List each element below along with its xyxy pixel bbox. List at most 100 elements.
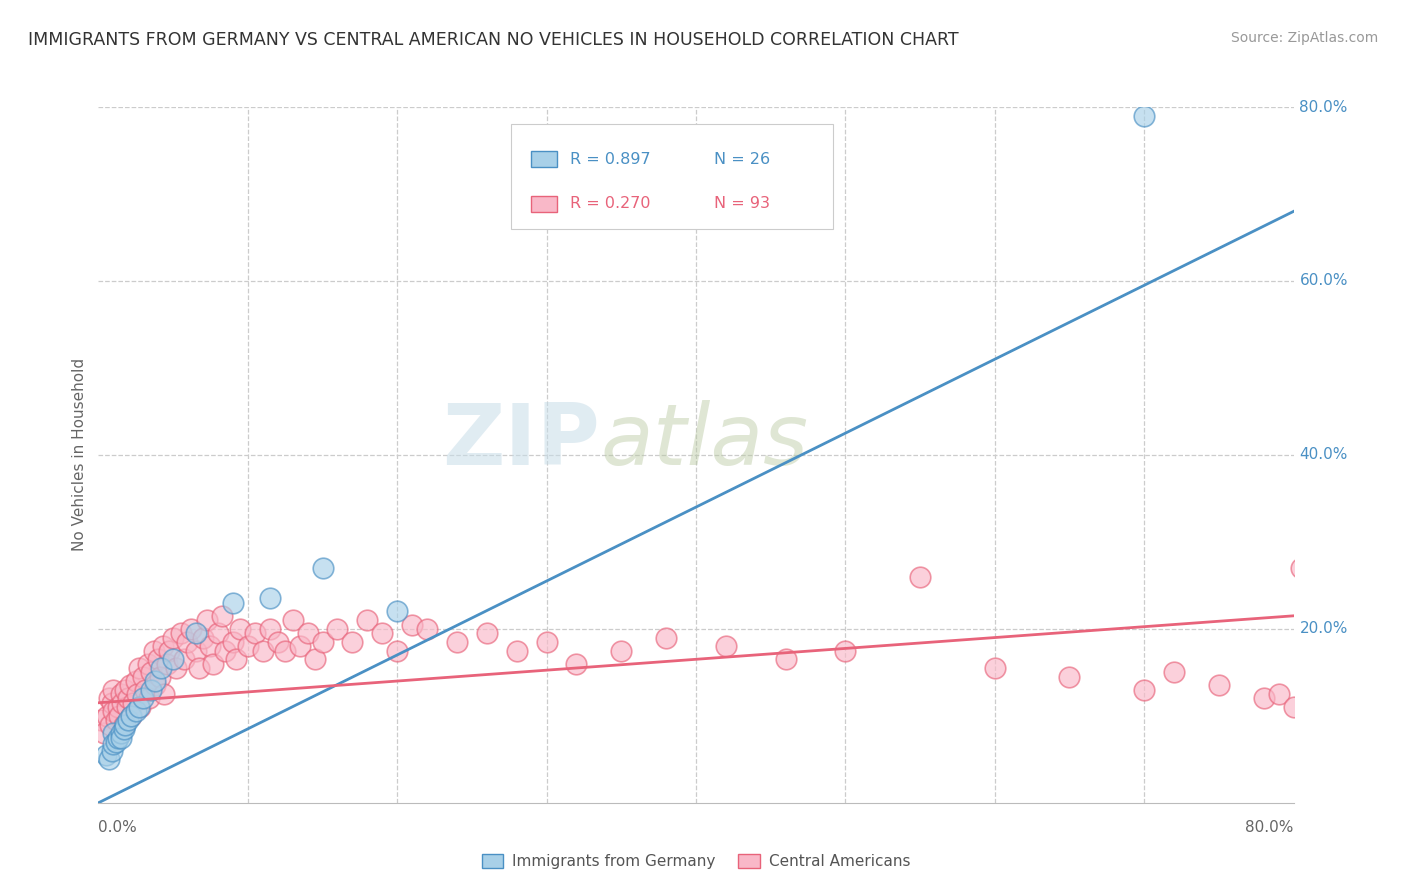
Point bbox=[1059, 670, 1081, 684]
Point bbox=[311, 561, 333, 575]
Point bbox=[115, 700, 138, 714]
Point bbox=[197, 613, 219, 627]
Point bbox=[128, 661, 150, 675]
Point bbox=[229, 622, 252, 636]
Point bbox=[129, 700, 152, 714]
Point bbox=[112, 722, 135, 736]
Point bbox=[401, 617, 423, 632]
Point bbox=[610, 643, 633, 657]
Point bbox=[1282, 700, 1305, 714]
Point bbox=[103, 682, 125, 697]
Point bbox=[475, 626, 498, 640]
Point bbox=[101, 696, 124, 710]
Text: N = 93: N = 93 bbox=[714, 196, 770, 211]
Point bbox=[176, 635, 198, 649]
Point bbox=[108, 708, 131, 723]
Point bbox=[326, 622, 349, 636]
Point bbox=[565, 657, 588, 671]
Point bbox=[259, 591, 281, 606]
Point bbox=[214, 643, 236, 657]
Point bbox=[112, 717, 135, 731]
Point bbox=[297, 626, 319, 640]
Point bbox=[125, 705, 148, 719]
Y-axis label: No Vehicles in Household: No Vehicles in Household bbox=[72, 359, 87, 551]
Point bbox=[1267, 687, 1289, 701]
Point bbox=[385, 643, 409, 657]
Text: R = 0.897: R = 0.897 bbox=[571, 152, 651, 167]
Point bbox=[371, 626, 394, 640]
Point bbox=[111, 696, 134, 710]
Point bbox=[120, 708, 142, 723]
Point bbox=[153, 687, 176, 701]
Point bbox=[132, 691, 155, 706]
Point bbox=[107, 731, 129, 745]
Point bbox=[143, 674, 166, 689]
Point bbox=[110, 731, 132, 745]
Point bbox=[136, 657, 159, 671]
Point bbox=[714, 639, 737, 653]
Point bbox=[97, 752, 120, 766]
Point bbox=[311, 635, 333, 649]
Point bbox=[191, 631, 214, 645]
Text: 80.0%: 80.0% bbox=[1246, 821, 1294, 835]
Point bbox=[1133, 109, 1156, 123]
Point bbox=[169, 626, 191, 640]
Point bbox=[202, 657, 225, 671]
Point bbox=[983, 661, 1005, 675]
Text: 60.0%: 60.0% bbox=[1299, 274, 1348, 288]
Point bbox=[506, 643, 529, 657]
Point bbox=[200, 639, 222, 653]
Text: IMMIGRANTS FROM GERMANY VS CENTRAL AMERICAN NO VEHICLES IN HOUSEHOLD CORRELATION: IMMIGRANTS FROM GERMANY VS CENTRAL AMERI… bbox=[28, 31, 959, 49]
Point bbox=[173, 652, 195, 666]
Point bbox=[416, 622, 439, 636]
Point bbox=[125, 674, 148, 689]
Point bbox=[225, 652, 247, 666]
Point bbox=[97, 691, 120, 706]
Point bbox=[187, 661, 209, 675]
Point bbox=[1133, 682, 1156, 697]
Point bbox=[150, 661, 173, 675]
FancyBboxPatch shape bbox=[510, 124, 834, 229]
Point bbox=[96, 708, 118, 723]
Point bbox=[356, 613, 378, 627]
Point bbox=[98, 717, 122, 731]
Point bbox=[655, 631, 678, 645]
Point bbox=[274, 643, 297, 657]
Point bbox=[259, 622, 281, 636]
Point bbox=[222, 635, 245, 649]
Legend: Immigrants from Germany, Central Americans: Immigrants from Germany, Central America… bbox=[475, 847, 917, 875]
Point bbox=[245, 626, 267, 640]
Point bbox=[118, 678, 141, 692]
Point bbox=[132, 670, 155, 684]
Point bbox=[114, 682, 136, 697]
FancyBboxPatch shape bbox=[531, 196, 557, 211]
Point bbox=[446, 635, 468, 649]
Point bbox=[143, 678, 166, 692]
Point bbox=[105, 735, 128, 749]
Point bbox=[162, 631, 184, 645]
Point bbox=[139, 665, 162, 680]
Point bbox=[120, 708, 142, 723]
Point bbox=[105, 713, 128, 727]
Point bbox=[536, 635, 558, 649]
Point bbox=[93, 726, 115, 740]
Point bbox=[775, 652, 797, 666]
Point bbox=[252, 643, 274, 657]
Point bbox=[1208, 678, 1230, 692]
Point bbox=[117, 691, 139, 706]
Text: 40.0%: 40.0% bbox=[1299, 448, 1348, 462]
Point bbox=[142, 643, 165, 657]
Point bbox=[103, 726, 125, 740]
Text: ZIP: ZIP bbox=[443, 400, 600, 483]
Point bbox=[149, 670, 172, 684]
Point bbox=[385, 605, 409, 619]
Point bbox=[101, 744, 124, 758]
Point bbox=[103, 705, 125, 719]
Point bbox=[110, 687, 132, 701]
Text: Source: ZipAtlas.com: Source: ZipAtlas.com bbox=[1230, 31, 1378, 45]
Point bbox=[342, 635, 364, 649]
Text: atlas: atlas bbox=[600, 400, 808, 483]
Text: 0.0%: 0.0% bbox=[98, 821, 138, 835]
Point bbox=[162, 652, 184, 666]
Point bbox=[152, 639, 174, 653]
